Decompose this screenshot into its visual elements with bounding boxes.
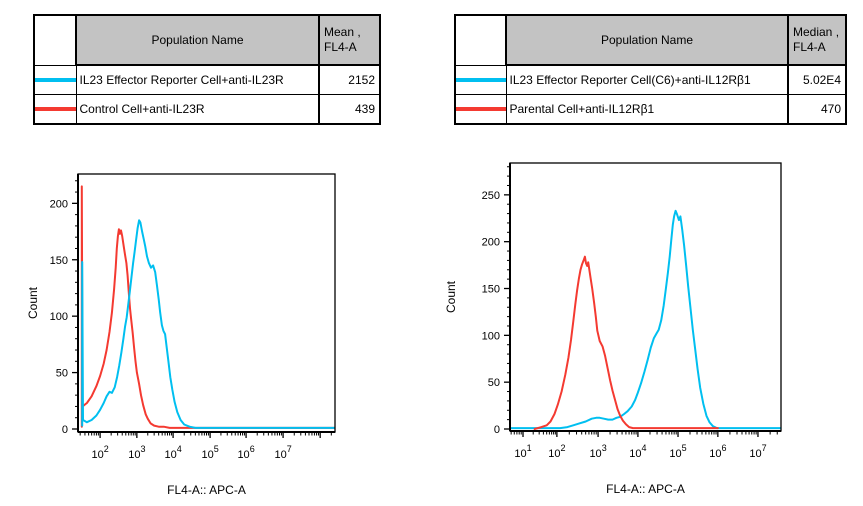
swatch-cell — [33, 94, 77, 125]
table-row: Control Cell+anti-IL23R 439 — [33, 94, 381, 125]
population-name-cell: Parental Cell+anti-IL12Rβ1 — [505, 94, 789, 125]
stat-value-cell: 470 — [787, 94, 847, 125]
table-row: IL23 Effector Reporter Cell(C6)+anti-IL1… — [454, 64, 847, 95]
histogram-curve — [510, 209, 781, 430]
swatch-cell — [454, 94, 507, 125]
histogram-curve — [81, 219, 335, 429]
population-name-cell: IL23 Effector Reporter Cell(C6)+anti-IL1… — [505, 64, 789, 95]
stat-column-header: Mean , FL4-A — [318, 14, 381, 66]
y-tick-label: 150 — [50, 255, 68, 267]
y-tick-label: 250 — [482, 190, 500, 202]
x-axis-ticks: 101 102 103 104 105 106 107 — [510, 431, 778, 460]
swatch-cell — [454, 64, 507, 95]
histogram-curves — [510, 209, 781, 430]
swatch-cell — [33, 64, 77, 95]
right-population-table-grid: Population Name Median , FL4-A IL23 Effe… — [454, 14, 847, 125]
y-tick-label: 100 — [50, 311, 68, 323]
stat-value-cell: 5.02E4 — [787, 64, 847, 95]
y-axis-ticks: 0 50 100 150 200 — [50, 180, 78, 436]
table-row: IL23 Effector Reporter Cell+anti-IL23R 2… — [33, 64, 381, 95]
series-color-swatch — [35, 77, 75, 82]
x-tick-label: 101 — [514, 443, 531, 460]
y-tick-label: 50 — [56, 368, 68, 380]
y-tick-label: 0 — [62, 424, 68, 436]
table-header-row: Population Name Median , FL4-A — [454, 14, 847, 66]
swatch-column-header — [454, 14, 507, 66]
y-axis-label: Count — [26, 286, 40, 319]
left-population-table-grid: Population Name Mean , FL4-A IL23 Effect… — [33, 14, 381, 125]
x-axis-ticks: 102 103 104 105 106 107 — [79, 432, 332, 461]
y-tick-label: 0 — [494, 424, 500, 436]
x-tick-label: 107 — [749, 443, 766, 460]
x-tick-label: 102 — [548, 443, 565, 460]
y-tick-label: 150 — [482, 284, 500, 296]
x-tick-label: 104 — [629, 443, 646, 460]
series-color-swatch — [35, 107, 75, 111]
y-axis-ticks: 0 50 100 150 200 250 — [482, 166, 510, 436]
histogram-curve — [80, 185, 335, 429]
x-tick-label: 103 — [589, 443, 606, 460]
y-tick-label: 100 — [482, 330, 500, 342]
x-tick-label: 104 — [164, 444, 181, 461]
series-color-swatch — [456, 107, 505, 111]
x-tick-label: 107 — [274, 444, 291, 461]
x-tick-label: 105 — [669, 443, 686, 460]
histogram-curves — [80, 185, 335, 429]
x-tick-label: 106 — [237, 444, 254, 461]
x-tick-label: 102 — [91, 444, 108, 461]
stat-header-line1: Mean , — [324, 25, 361, 39]
plot-frame — [509, 162, 782, 432]
histogram-curve — [533, 255, 719, 430]
left-population-table: Population Name Mean , FL4-A IL23 Effect… — [33, 14, 381, 125]
x-tick-label: 103 — [128, 444, 145, 461]
population-name-cell: IL23 Effector Reporter Cell+anti-IL23R — [75, 64, 320, 95]
stat-value-cell: 2152 — [318, 64, 381, 95]
y-tick-label: 50 — [488, 377, 500, 389]
table-header-row: Population Name Mean , FL4-A — [33, 14, 381, 66]
right-population-table: Population Name Median , FL4-A IL23 Effe… — [454, 14, 847, 125]
stat-header-line2: FL4-A — [324, 40, 357, 54]
series-color-swatch — [456, 77, 505, 82]
x-axis-label: FL4-A:: APC-A — [167, 483, 246, 497]
plot-frame — [77, 173, 336, 433]
stat-header-line2: FL4-A — [793, 40, 826, 54]
table-row: Parental Cell+anti-IL12Rβ1 470 — [454, 94, 847, 125]
stat-column-header: Median , FL4-A — [787, 14, 847, 66]
population-name-header: Population Name — [75, 14, 320, 66]
x-tick-label: 105 — [201, 444, 218, 461]
y-tick-label: 200 — [482, 237, 500, 249]
y-tick-label: 200 — [50, 198, 68, 210]
y-axis-label: Count — [444, 280, 458, 313]
stat-value-cell: 439 — [318, 94, 381, 125]
x-tick-label: 106 — [709, 443, 726, 460]
population-name-header: Population Name — [505, 14, 789, 66]
swatch-column-header — [33, 14, 77, 66]
x-axis-label: FL4-A:: APC-A — [606, 482, 685, 496]
stat-header-line1: Median , — [793, 25, 840, 39]
right-flow-histogram: 0 50 100 150 200 250 101 102 103 104 105 106 107 FL4-… — [444, 162, 782, 496]
population-name-cell: Control Cell+anti-IL23R — [75, 94, 320, 125]
